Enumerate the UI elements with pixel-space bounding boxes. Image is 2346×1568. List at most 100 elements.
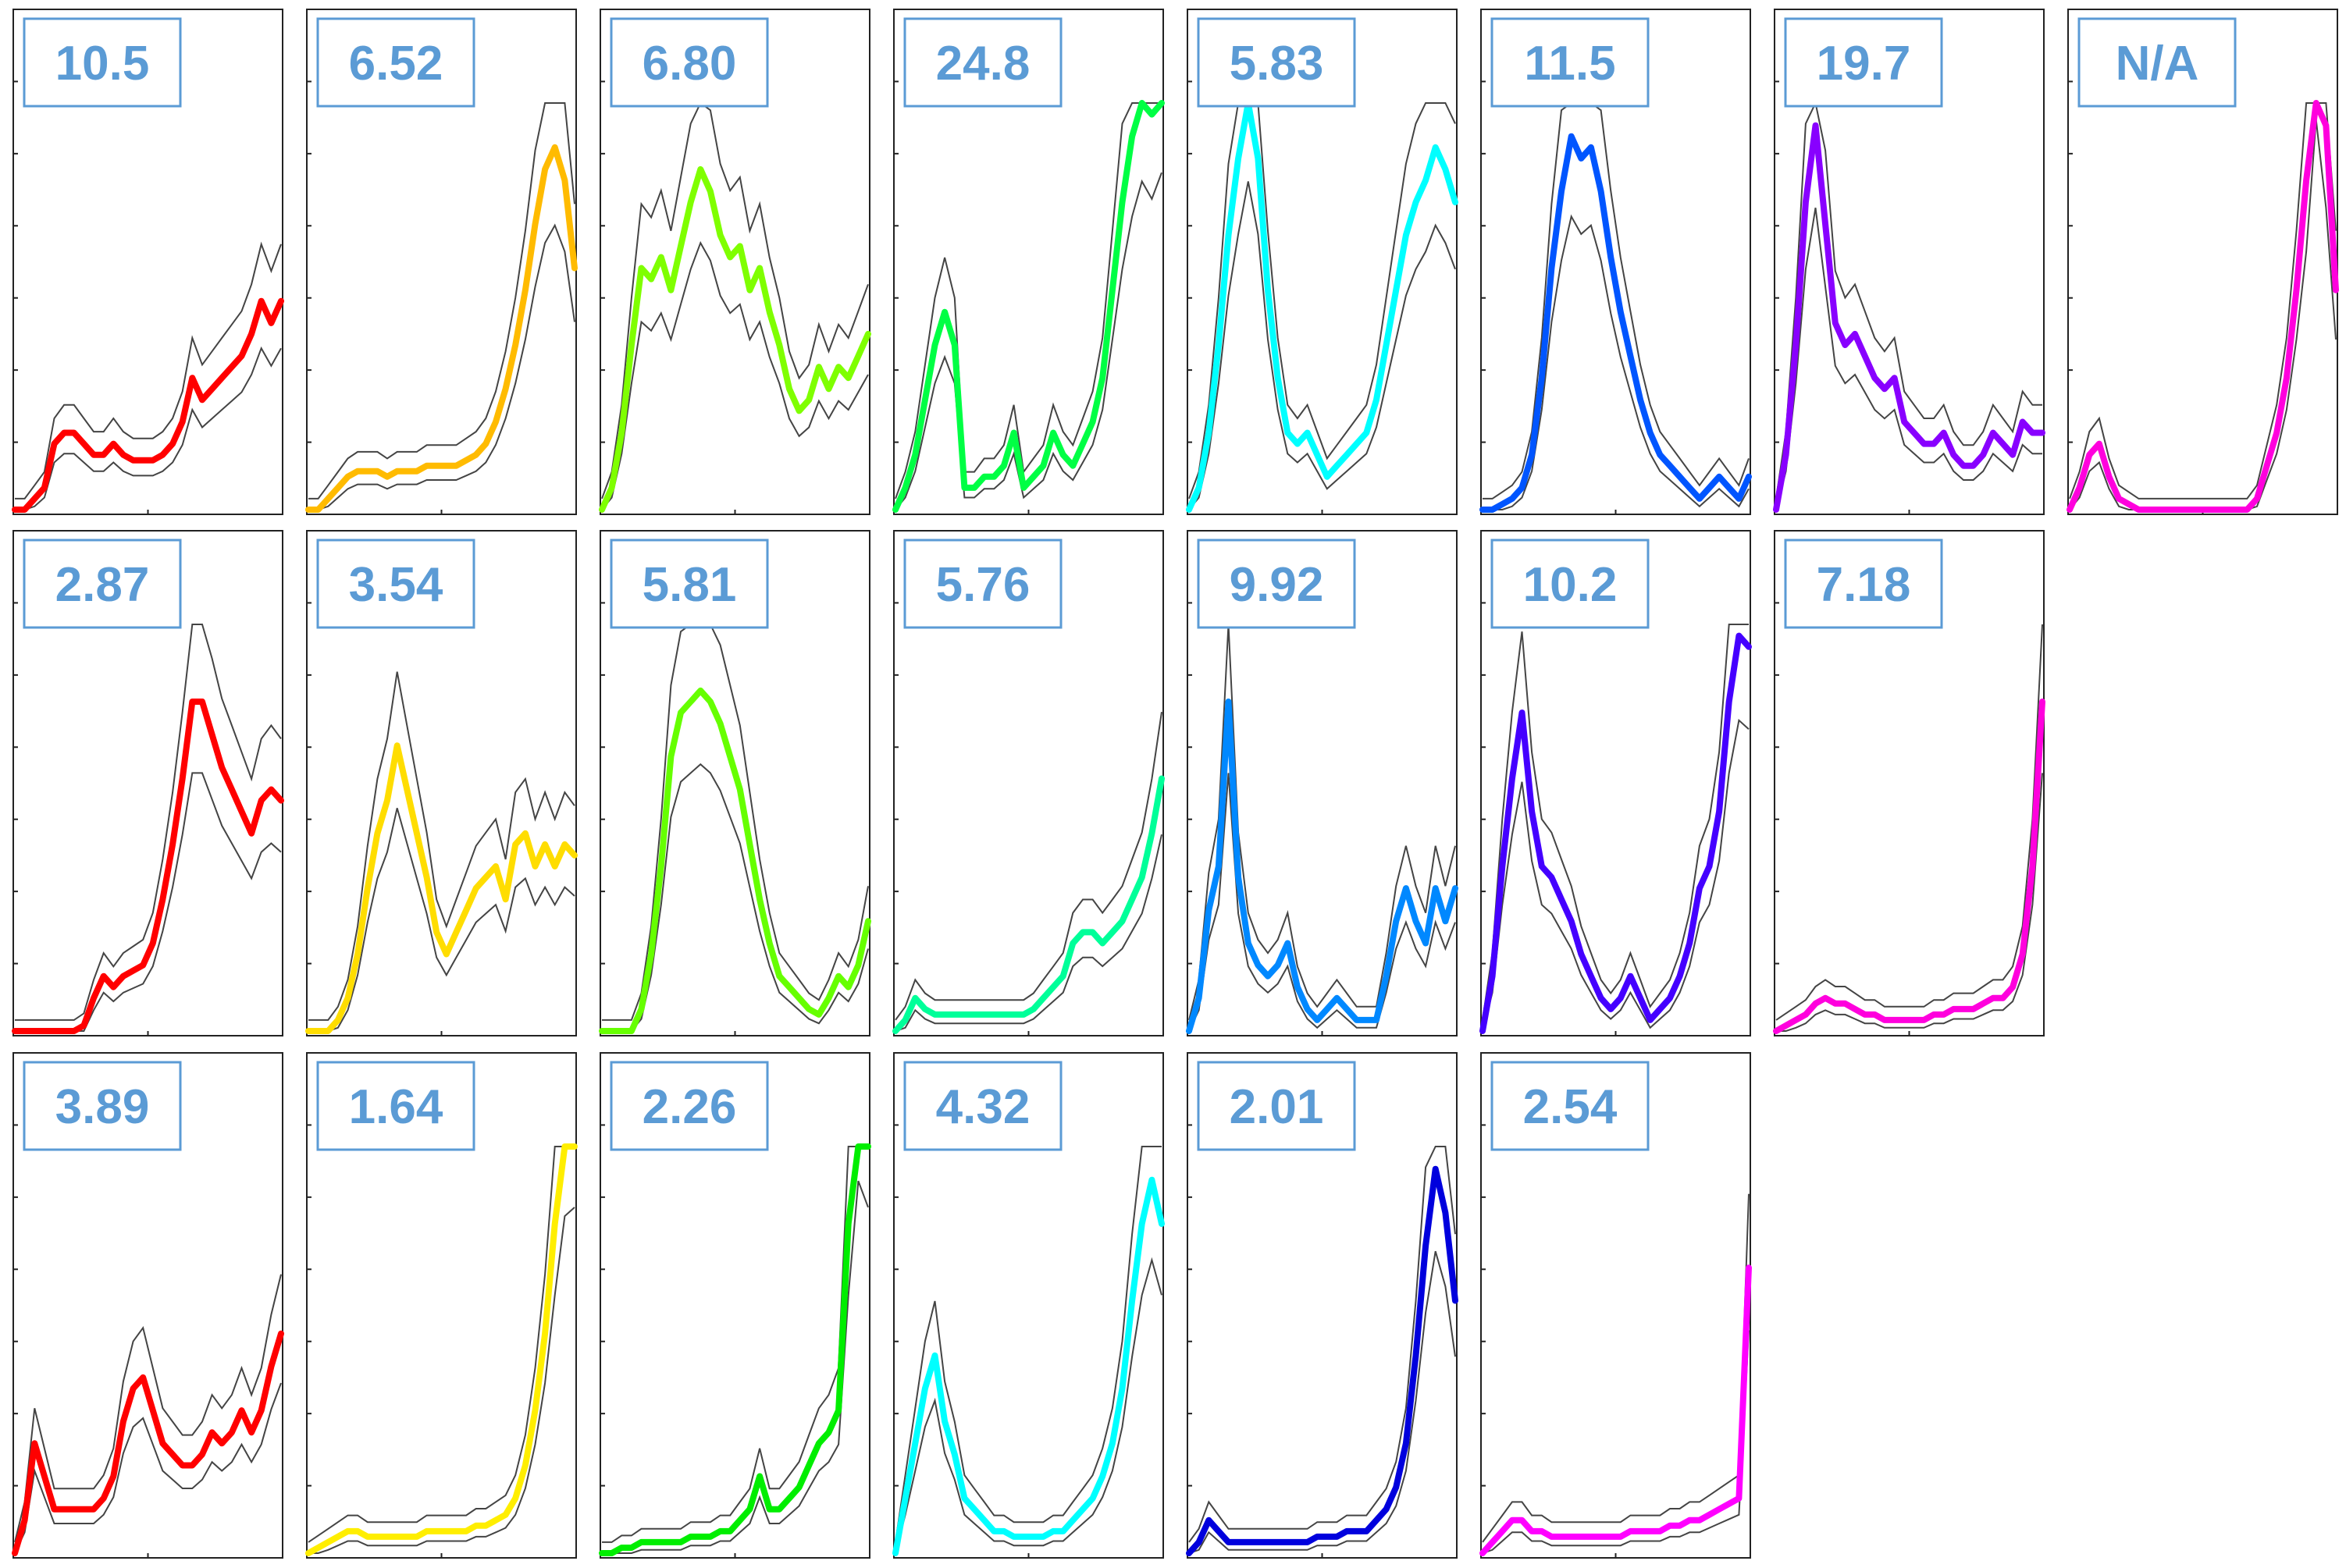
upper-bound-line (601, 101, 869, 500)
upper-bound-line (895, 1146, 1162, 1543)
upper-bound-line (15, 624, 282, 1021)
value-label-box (1490, 1061, 1650, 1151)
panel-6: 11.5 (1479, 9, 1752, 515)
lower-bound-line (308, 808, 575, 1032)
value-label-box (316, 17, 475, 108)
mean-line (12, 297, 284, 513)
value-label: 24.8 (936, 37, 1031, 91)
mean-line (892, 1176, 1165, 1556)
upper-bound-line (602, 1146, 868, 1543)
panel-19: 4.32 (892, 1052, 1165, 1559)
value-label: 19.7 (1817, 37, 1911, 91)
value-label: 10.2 (1523, 558, 1618, 612)
value-label: 6.80 (643, 37, 737, 91)
value-label-box (903, 539, 1063, 629)
upper-bound-line (895, 712, 1162, 1021)
lower-bound-line (308, 223, 575, 510)
value-label: N/A (2116, 37, 2199, 91)
lower-bound-line (308, 1207, 575, 1554)
mean-line (1479, 632, 1752, 1034)
panel-18: 2.26 (599, 1052, 871, 1559)
value-label: 10.5 (55, 37, 150, 91)
panel-1: 10.5 (12, 9, 284, 515)
lower-bound-line (601, 240, 869, 510)
mean-line (1773, 699, 2045, 1034)
upper-bound-line (308, 1146, 575, 1543)
lower-bound-line (895, 172, 1162, 510)
mean-line (892, 775, 1165, 1034)
mean-line (1186, 1165, 1458, 1556)
upper-bound-line (15, 241, 282, 500)
value-label: 2.54 (1523, 1080, 1618, 1134)
value-label: 2.01 (1230, 1080, 1324, 1134)
value-label: 2.87 (55, 558, 150, 612)
value-label: 2.26 (643, 1080, 737, 1134)
upper-bound-line (1188, 624, 1456, 1021)
value-label-box (610, 539, 769, 629)
mean-line (2067, 100, 2339, 513)
panel-10: 3.54 (305, 530, 578, 1036)
lower-bound-line (15, 346, 282, 510)
panel-4: 24.8 (892, 9, 1165, 515)
value-label-box (1197, 17, 1356, 108)
value-label: 1.64 (349, 1080, 443, 1134)
panel-13: 9.92 (1186, 530, 1458, 1036)
panel-17: 1.64 (305, 1052, 578, 1559)
upper-bound-line (1482, 624, 1749, 1021)
lower-bound-line (1188, 181, 1456, 510)
lower-bound-line (1483, 214, 1750, 510)
lower-bound-line (602, 1180, 869, 1554)
value-label-box (1490, 539, 1650, 629)
panel-9: 2.87 (12, 530, 284, 1036)
lower-bound-line (1775, 208, 2042, 510)
upper-bound-line (1483, 102, 1750, 500)
value-label: 5.83 (1230, 37, 1324, 91)
value-label-box (1784, 17, 1943, 108)
value-label-box (903, 1061, 1063, 1151)
value-label: 6.52 (349, 37, 443, 91)
value-label-box (316, 1061, 475, 1151)
upper-bound-line (14, 1274, 282, 1543)
value-label-box (903, 17, 1063, 108)
panel-8: N/A (2067, 9, 2339, 515)
value-label-box (2077, 17, 2237, 108)
value-label: 5.81 (643, 558, 737, 612)
value-label: 11.5 (1524, 37, 1615, 91)
mean-line (305, 144, 578, 513)
mean-line (1186, 699, 1458, 1034)
lower-bound-line (895, 834, 1162, 1032)
value-label-box (610, 17, 769, 108)
upper-bound-line (308, 671, 575, 1021)
value-label-box (316, 539, 475, 629)
panel-11: 5.81 (599, 530, 871, 1036)
lower-bound-line (1482, 718, 1750, 1032)
value-label-box (1197, 539, 1356, 629)
mean-line (1479, 1264, 1752, 1556)
mean-line (1773, 122, 2045, 513)
mean-line (12, 1330, 284, 1556)
lower-bound-line (1482, 1330, 1750, 1554)
value-label-box (23, 17, 182, 108)
mean-line (1186, 100, 1458, 513)
panel-7: 19.7 (1773, 9, 2045, 515)
panel-16: 3.89 (12, 1052, 284, 1559)
upper-bound-line (602, 624, 869, 1021)
value-label: 5.76 (936, 558, 1031, 612)
mean-line (305, 742, 578, 1034)
upper-bound-line (1482, 1193, 1750, 1543)
upper-bound-line (895, 102, 1162, 500)
value-label: 9.92 (1230, 558, 1324, 612)
panel-2: 6.52 (305, 9, 578, 515)
lower-bound-line (1776, 773, 2043, 1032)
upper-bound-line (1775, 624, 2043, 1021)
mean-line (305, 1143, 578, 1556)
value-label: 3.54 (349, 558, 443, 612)
mean-line (1479, 133, 1752, 513)
panel-5: 5.83 (1186, 9, 1458, 515)
panel-21: 2.54 (1479, 1052, 1752, 1559)
value-label-box (23, 1061, 182, 1151)
mean-line (599, 165, 871, 513)
value-label-box (1784, 539, 1943, 629)
value-label: 7.18 (1817, 558, 1911, 612)
mean-line (12, 699, 284, 1034)
